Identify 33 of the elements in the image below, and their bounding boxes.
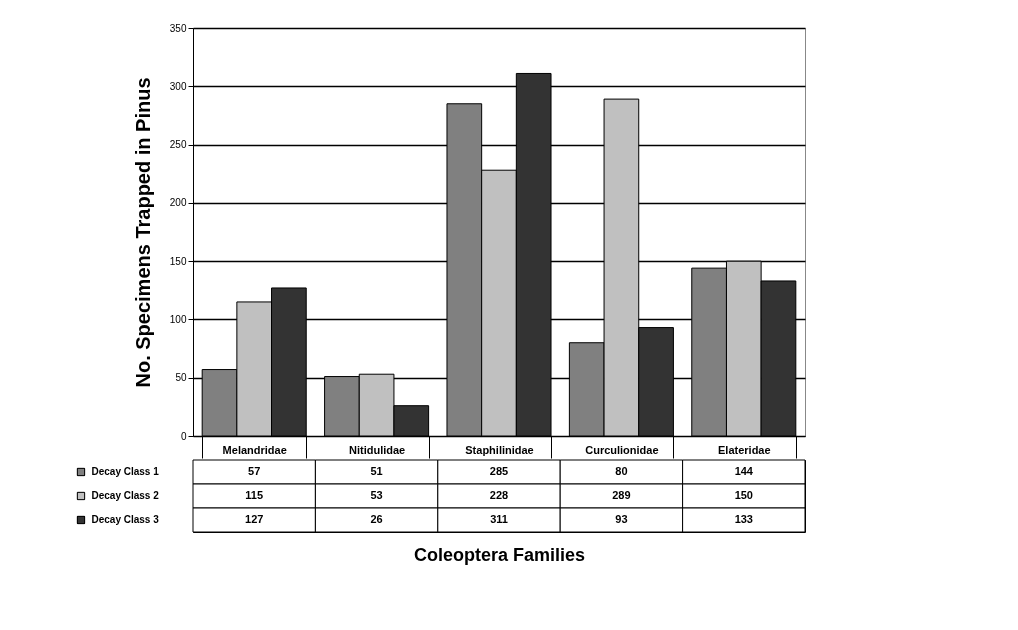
data-label: 26 — [370, 513, 383, 525]
data-label: 57 — [248, 465, 261, 477]
y-tick-label: 150 — [169, 255, 187, 267]
y-tick-label: 350 — [169, 22, 187, 34]
legend-label: Decay Class 3 — [91, 514, 160, 525]
data-label: 53 — [370, 489, 383, 501]
x-tick-label: Staphilinidae — [465, 443, 534, 456]
data-label: 80 — [615, 465, 628, 477]
data-label: 311 — [490, 513, 508, 525]
x-axis-title: Coleoptera Families — [413, 544, 586, 565]
x-tick-label: Nitidulidae — [348, 443, 406, 456]
data-label: 133 — [734, 513, 753, 525]
y-tick-label: 50 — [175, 372, 187, 384]
data-label: 228 — [489, 489, 509, 501]
data-label: 115 — [245, 489, 264, 501]
y-tick-label: 300 — [169, 80, 187, 92]
data-label: 127 — [245, 513, 264, 525]
x-tick-label: Melandridae — [222, 443, 287, 456]
data-label: 93 — [615, 513, 628, 525]
y-tick-label: 250 — [169, 139, 187, 151]
data-label: 150 — [734, 489, 753, 501]
legend-label: Decay Class 2 — [91, 490, 160, 501]
y-tick-label: 0 — [180, 430, 187, 442]
x-tick-label: Elateridae — [718, 443, 771, 456]
data-label: 51 — [370, 465, 383, 477]
y-tick-label: 100 — [169, 313, 187, 325]
x-tick-label: Curculionidae — [585, 443, 659, 456]
data-label: 285 — [489, 465, 509, 477]
data-label: 289 — [612, 489, 631, 501]
y-tick-label: 200 — [169, 197, 187, 209]
legend-label: Decay Class 1 — [91, 466, 160, 477]
data-label: 144 — [734, 465, 754, 477]
y-axis-title: No. Specimens Trapped in Pinus — [131, 77, 154, 388]
